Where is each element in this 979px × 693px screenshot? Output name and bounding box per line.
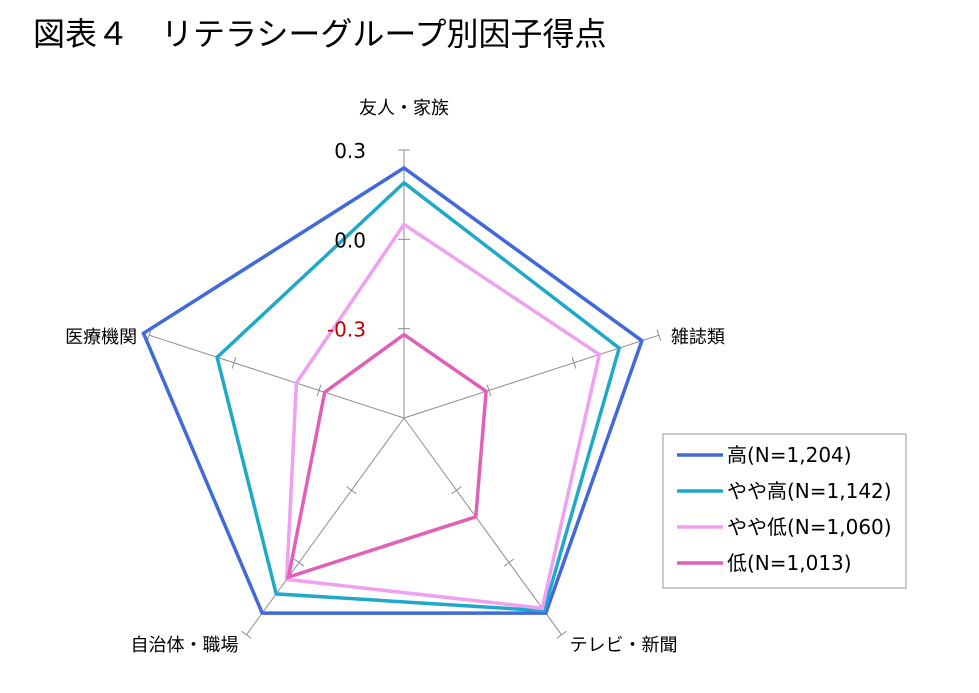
axis-tick-mark [346,486,357,495]
axis-label: 友人・家族 [359,98,449,119]
legend-label: 高(N=1,204) [727,443,852,467]
axis-tick-mark [451,486,462,495]
radar-spokes [148,150,660,636]
axis-spoke [246,417,405,636]
series-line [141,165,644,615]
axis-tick-mark [231,356,237,369]
radar-tick-marks [146,149,662,639]
radar-tick-labels: 0.3 0.0 -0.3 [327,139,366,342]
axis-label: 自治体・職場 [130,635,238,656]
axis-label: 雑誌類 [671,327,725,348]
axis-tick-mark [486,384,492,397]
tick-label: 0.3 [334,139,366,163]
page-title: 図表４ リテラシーグループ別因子得点 [33,15,607,53]
axis-tick-mark [656,329,662,342]
axis-spoke [403,417,562,636]
tick-label: 0.0 [334,228,366,252]
legend: 高(N=1,204) やや高(N=1,142) やや低(N=1,060) 低(N=1,… [662,433,907,589]
axis-tick-mark [316,384,322,397]
series-line [286,332,488,580]
axis-label: 医療機関 [65,327,137,348]
legend-label: 低(N=1,013) [727,551,852,575]
legend-label: やや高(N=1,142) [727,479,892,503]
radar-series [141,165,644,615]
series-line [215,180,622,613]
axis-tick-mark [241,630,252,639]
axis-tick-mark [146,329,152,342]
legend-label: やや低(N=1,060) [727,515,892,539]
series-line [284,221,602,611]
axis-tick-mark [293,558,305,567]
axis-spoke [148,334,405,419]
tick-label: -0.3 [327,318,366,342]
axis-spoke [403,334,660,419]
axis-tick-mark [571,356,577,369]
axis-label: テレビ・新聞 [570,635,678,656]
axis-tick-mark [503,558,515,567]
axis-tick-mark [556,630,567,639]
